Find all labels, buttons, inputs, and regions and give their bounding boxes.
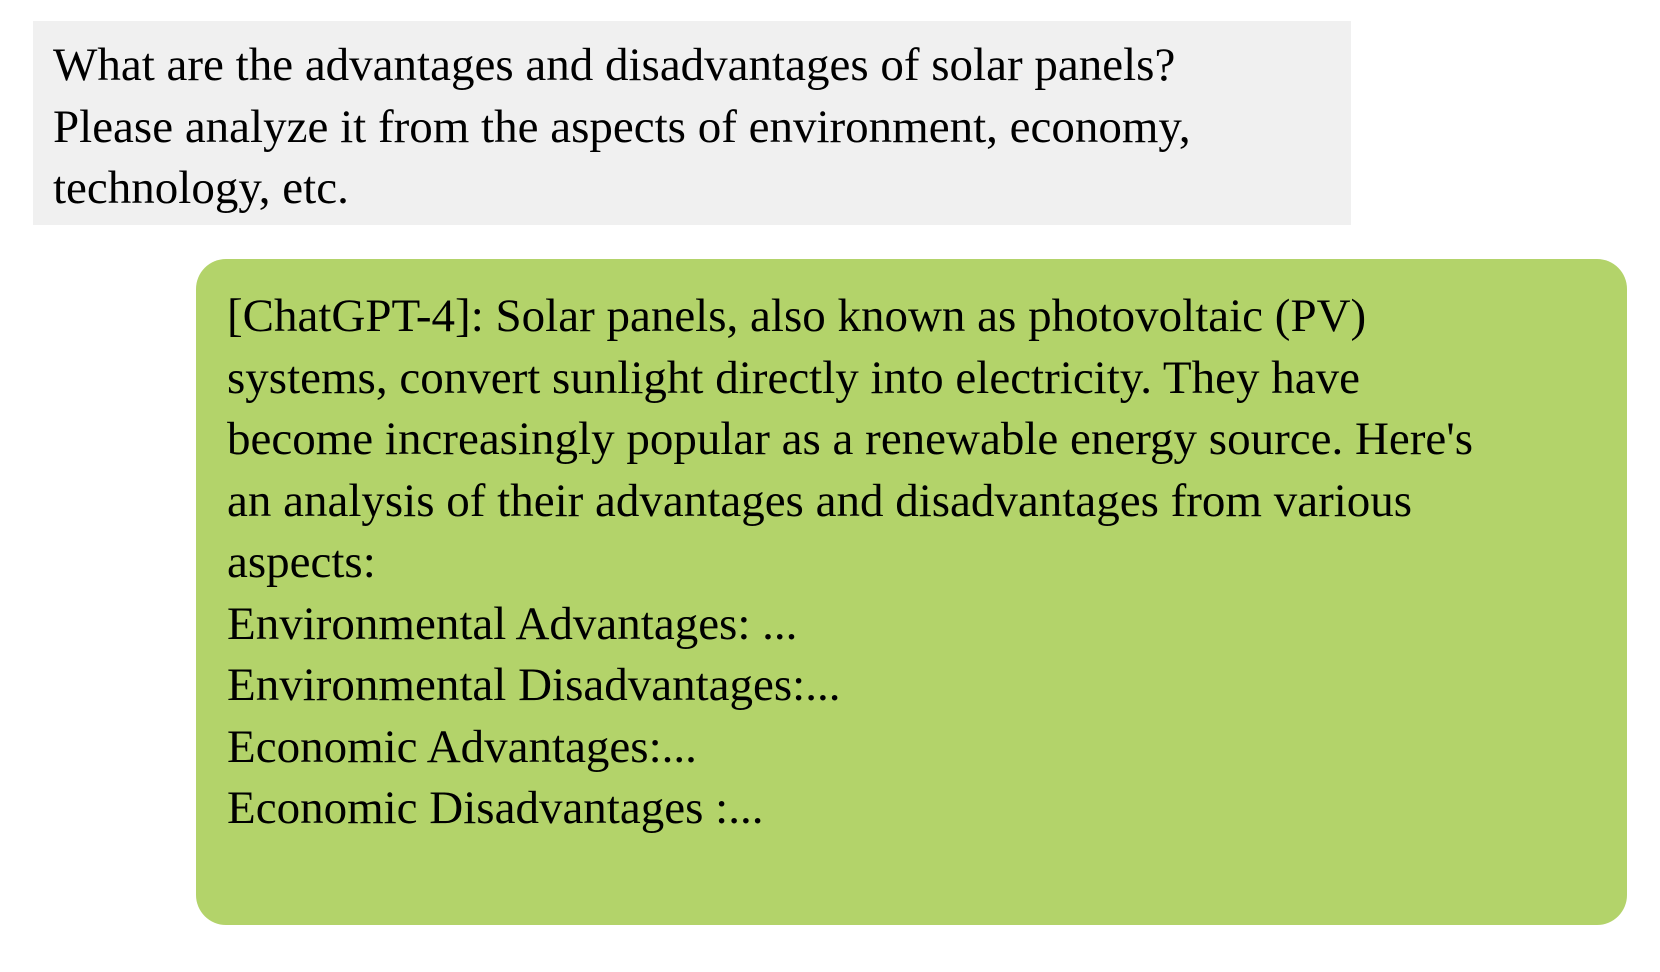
user-message-line: technology, etc. [53,162,349,214]
assistant-message-line: an analysis of their advantages and disa… [227,474,1413,527]
assistant-message-line: systems, convert sunlight directly into … [227,351,1360,404]
assistant-message-bubble: [ChatGPT-4]: Solar panels, also known as… [196,259,1627,925]
economic-advantages-line: Economic Advantages:... [227,720,697,773]
environmental-disadvantages-line: Environmental Disadvantages:... [227,659,841,711]
environmental-advantages-line: Environmental Advantages: ... [227,597,798,650]
assistant-message-line: become increasingly popular as a renewab… [227,413,1474,465]
user-message-bubble: What are the advantages and disadvantage… [33,21,1351,225]
user-message-line: What are the advantages and disadvantage… [53,39,1176,91]
assistant-message-line: [ChatGPT-4]: Solar panels, also known as… [227,290,1367,342]
economic-disadvantages-line: Economic Disadvantages :... [227,782,764,834]
assistant-message-line: aspects: [227,536,376,588]
user-message-line: Please analyze it from the aspects of en… [53,100,1191,153]
